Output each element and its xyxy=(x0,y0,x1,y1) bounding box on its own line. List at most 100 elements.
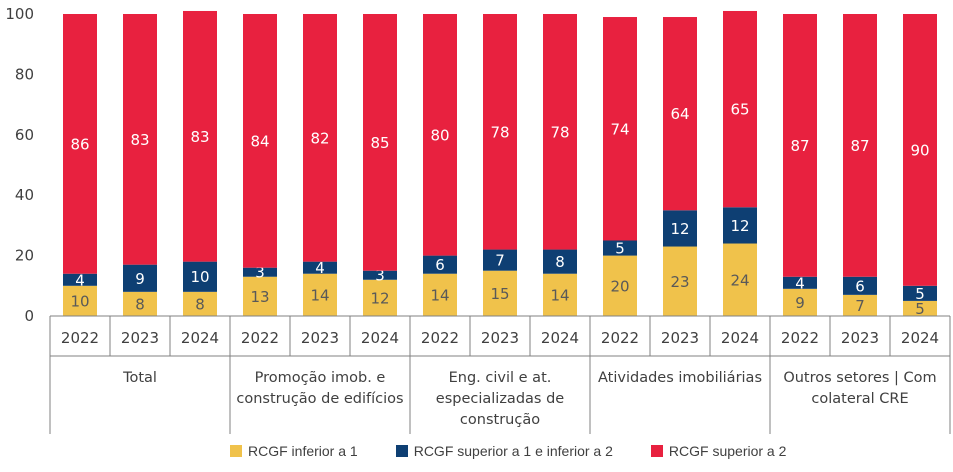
group-label: Total xyxy=(122,370,157,386)
x-axis: 2022 2023 2024 Total 2022 2023 2024 Promoção im… xyxy=(49,315,951,434)
data-label: 5 xyxy=(915,300,925,318)
data-label: 12 xyxy=(370,289,389,307)
data-label: 15 xyxy=(490,285,509,303)
legend-label: RCGF superior a 2 xyxy=(668,443,787,459)
bar-segment xyxy=(63,14,97,274)
bar-segment xyxy=(723,10,757,208)
bar-segment xyxy=(603,240,637,256)
data-label: 8 xyxy=(195,295,205,313)
group-label: Eng. civil e at. xyxy=(449,370,552,386)
bar-segment xyxy=(423,255,457,274)
data-label: 86 xyxy=(70,135,89,153)
bar-segment xyxy=(363,14,397,271)
bar-segment xyxy=(363,279,397,316)
bar-segment xyxy=(723,207,757,244)
bar-segment xyxy=(123,14,157,265)
legend-label: RCGF inferior a 1 xyxy=(248,443,358,459)
bar-segment xyxy=(663,246,697,316)
data-label: 7 xyxy=(855,297,865,315)
data-label: 9 xyxy=(795,294,805,312)
bar-segment xyxy=(303,261,337,274)
data-label: 4 xyxy=(75,271,85,289)
bar-segment xyxy=(63,285,97,316)
x-year-label: 2023 xyxy=(841,329,879,347)
data-label: 65 xyxy=(730,101,749,119)
legend: RCGF inferior a 1 RCGF superior a 1 e in… xyxy=(230,440,786,462)
legend-label: RCGF superior a 1 e inferior a 2 xyxy=(413,443,613,459)
bar-segment xyxy=(123,264,157,292)
y-tick-label: 40 xyxy=(15,186,34,204)
bar-segment xyxy=(843,14,877,277)
bar-segment xyxy=(603,17,637,241)
group-label: construção xyxy=(460,412,540,428)
bar-segment xyxy=(783,288,817,316)
data-label: 14 xyxy=(550,286,569,304)
data-label: 10 xyxy=(70,292,89,310)
legend-item-rcgf-superior-2: RCGF superior a 2 xyxy=(650,443,787,459)
data-label: 14 xyxy=(310,286,329,304)
group-label: especializadas de xyxy=(436,391,564,407)
bar-segment xyxy=(783,14,817,277)
bar-segment xyxy=(303,14,337,262)
group-label: construção de edifícios xyxy=(236,391,403,407)
data-label: 64 xyxy=(670,105,689,123)
data-label: 7 xyxy=(495,252,505,270)
bar-segment xyxy=(303,273,337,316)
bar-segment xyxy=(123,291,157,316)
legend-swatch-red xyxy=(650,445,663,457)
bar-segment xyxy=(183,291,217,316)
data-label: 5 xyxy=(915,285,925,303)
data-label: 6 xyxy=(855,277,865,295)
x-year-label: 2022 xyxy=(421,329,459,347)
bar-segment xyxy=(903,14,937,286)
legend-swatch-navy xyxy=(395,445,408,457)
x-year-label: 2022 xyxy=(601,329,639,347)
x-year-label: 2022 xyxy=(61,329,99,347)
bar-segment xyxy=(543,249,577,274)
legend-item-rcgf-1-2: RCGF superior a 1 e inferior a 2 xyxy=(395,443,613,459)
y-tick-label: 100 xyxy=(5,5,34,23)
x-year-label: 2022 xyxy=(241,329,279,347)
bar-segment xyxy=(843,276,877,295)
bar-segment xyxy=(243,267,277,277)
group-label: Promoção imob. e xyxy=(255,370,386,386)
data-label: 13 xyxy=(250,288,269,306)
bars-area: 1048689838108313384144821238514680157781… xyxy=(63,10,937,318)
bar-segment xyxy=(663,17,697,211)
data-label: 4 xyxy=(315,259,325,277)
x-year-label: 2024 xyxy=(721,329,759,347)
x-year-label: 2023 xyxy=(301,329,339,347)
data-label: 20 xyxy=(610,277,629,295)
x-year-label: 2024 xyxy=(901,329,939,347)
bar-segment xyxy=(903,285,937,301)
data-label: 3 xyxy=(255,264,265,282)
group-label: Atividades imobiliárias xyxy=(598,370,762,386)
data-label: 83 xyxy=(130,131,149,149)
group-label: Outros setores | Com xyxy=(783,370,936,386)
data-label: 3 xyxy=(375,267,385,285)
x-year-label: 2023 xyxy=(481,329,519,347)
data-label: 8 xyxy=(135,295,145,313)
x-year-label: 2024 xyxy=(361,329,399,347)
data-label: 82 xyxy=(310,129,329,147)
data-label: 23 xyxy=(670,273,689,291)
data-label: 87 xyxy=(850,137,869,155)
y-tick-label: 20 xyxy=(15,247,34,265)
data-label: 8 xyxy=(555,253,565,271)
bar-segment xyxy=(843,294,877,316)
bar-segment xyxy=(243,276,277,316)
data-label: 12 xyxy=(730,217,749,235)
x-year-label: 2023 xyxy=(121,329,159,347)
y-tick-label: 0 xyxy=(24,307,34,325)
bar-segment xyxy=(783,276,817,289)
x-year-label: 2024 xyxy=(541,329,579,347)
data-label: 74 xyxy=(610,120,629,138)
legend-swatch-yellow xyxy=(230,445,242,457)
x-year-label: 2024 xyxy=(181,329,219,347)
bar-segment xyxy=(423,14,457,256)
y-tick-label: 60 xyxy=(15,126,34,144)
bar-segment xyxy=(423,273,457,316)
x-year-label: 2022 xyxy=(781,329,819,347)
data-label: 24 xyxy=(730,271,749,289)
